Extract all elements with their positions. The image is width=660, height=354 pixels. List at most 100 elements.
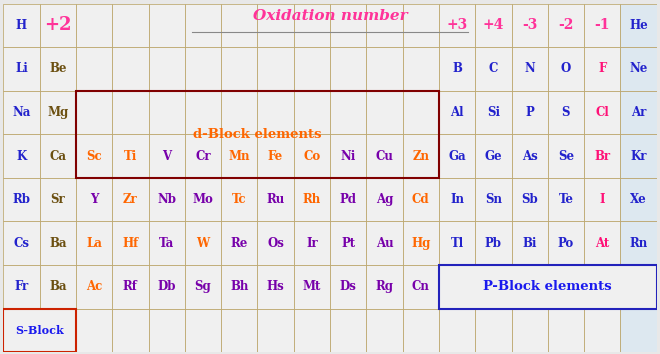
Bar xyxy=(294,222,330,265)
Bar xyxy=(257,47,294,91)
Text: d-Block elements: d-Block elements xyxy=(193,128,321,141)
Bar xyxy=(221,178,257,222)
Text: +3: +3 xyxy=(446,18,468,32)
Text: Nb: Nb xyxy=(157,193,176,206)
Text: Db: Db xyxy=(157,280,176,293)
Text: La: La xyxy=(86,237,102,250)
Bar xyxy=(76,91,439,178)
Text: Pd: Pd xyxy=(340,193,356,206)
Bar xyxy=(257,222,294,265)
Bar xyxy=(221,222,257,265)
Text: Rf: Rf xyxy=(123,280,138,293)
Bar xyxy=(475,91,512,134)
Bar xyxy=(366,4,403,47)
Bar xyxy=(185,309,221,352)
Bar xyxy=(548,91,584,134)
Bar xyxy=(112,309,148,352)
Text: Hf: Hf xyxy=(122,237,139,250)
Bar xyxy=(548,4,584,47)
Bar xyxy=(584,309,620,352)
Bar xyxy=(112,47,148,91)
Bar xyxy=(366,309,403,352)
Bar xyxy=(439,47,475,91)
Bar xyxy=(185,178,221,222)
Bar xyxy=(185,222,221,265)
Bar xyxy=(112,265,148,309)
Bar xyxy=(3,178,40,222)
Text: Ti: Ti xyxy=(123,150,137,162)
Bar xyxy=(620,4,657,47)
Text: P: P xyxy=(525,106,534,119)
Text: O: O xyxy=(561,62,571,75)
Bar xyxy=(257,265,294,309)
Text: Mg: Mg xyxy=(47,106,69,119)
Bar xyxy=(512,222,548,265)
Text: Sc: Sc xyxy=(86,150,102,162)
Bar xyxy=(439,134,475,178)
Text: Rg: Rg xyxy=(376,280,393,293)
Bar xyxy=(475,4,512,47)
Bar xyxy=(330,47,366,91)
Bar xyxy=(366,178,403,222)
Text: Ni: Ni xyxy=(341,150,356,162)
Bar xyxy=(40,309,76,352)
Bar xyxy=(330,4,366,47)
Bar xyxy=(584,4,620,47)
Text: Kr: Kr xyxy=(630,150,647,162)
Bar xyxy=(475,134,512,178)
Bar xyxy=(112,134,148,178)
Bar xyxy=(3,265,40,309)
Bar xyxy=(548,134,584,178)
Text: Ds: Ds xyxy=(340,280,356,293)
Bar xyxy=(76,178,112,222)
Bar xyxy=(330,309,366,352)
Bar xyxy=(330,134,366,178)
Bar xyxy=(40,178,76,222)
Bar xyxy=(185,134,221,178)
Text: Ar: Ar xyxy=(631,106,646,119)
Text: Hs: Hs xyxy=(267,280,284,293)
Text: Na: Na xyxy=(13,106,30,119)
Text: Te: Te xyxy=(558,193,574,206)
Text: Ca: Ca xyxy=(50,150,66,162)
Bar xyxy=(40,265,76,309)
Text: Rb: Rb xyxy=(13,193,30,206)
Bar xyxy=(112,178,148,222)
Text: At: At xyxy=(595,237,609,250)
Bar xyxy=(439,178,475,222)
Text: Pb: Pb xyxy=(485,237,502,250)
Bar xyxy=(294,265,330,309)
Bar xyxy=(148,91,185,134)
Bar xyxy=(148,47,185,91)
Text: Cd: Cd xyxy=(412,193,430,206)
Text: Sg: Sg xyxy=(195,280,211,293)
Text: Sr: Sr xyxy=(50,193,65,206)
Text: As: As xyxy=(522,150,537,162)
Bar xyxy=(439,222,475,265)
Bar xyxy=(512,4,548,47)
Text: Cr: Cr xyxy=(195,150,211,162)
Bar xyxy=(475,222,512,265)
Text: Rh: Rh xyxy=(303,193,321,206)
Bar xyxy=(620,265,657,309)
Bar xyxy=(620,178,657,222)
Text: Tl: Tl xyxy=(451,237,463,250)
Text: Ge: Ge xyxy=(484,150,502,162)
Bar xyxy=(294,178,330,222)
Bar xyxy=(439,265,475,309)
Bar xyxy=(584,222,620,265)
Bar xyxy=(257,309,294,352)
Bar xyxy=(403,178,439,222)
Bar xyxy=(112,222,148,265)
Bar xyxy=(257,91,294,134)
Text: Pt: Pt xyxy=(341,237,355,250)
Text: Se: Se xyxy=(558,150,574,162)
Bar xyxy=(76,309,112,352)
Text: B: B xyxy=(452,62,462,75)
Bar xyxy=(330,222,366,265)
Text: Os: Os xyxy=(267,237,284,250)
Bar xyxy=(76,134,112,178)
Bar xyxy=(548,222,584,265)
Bar xyxy=(40,91,76,134)
Text: Zr: Zr xyxy=(123,193,138,206)
